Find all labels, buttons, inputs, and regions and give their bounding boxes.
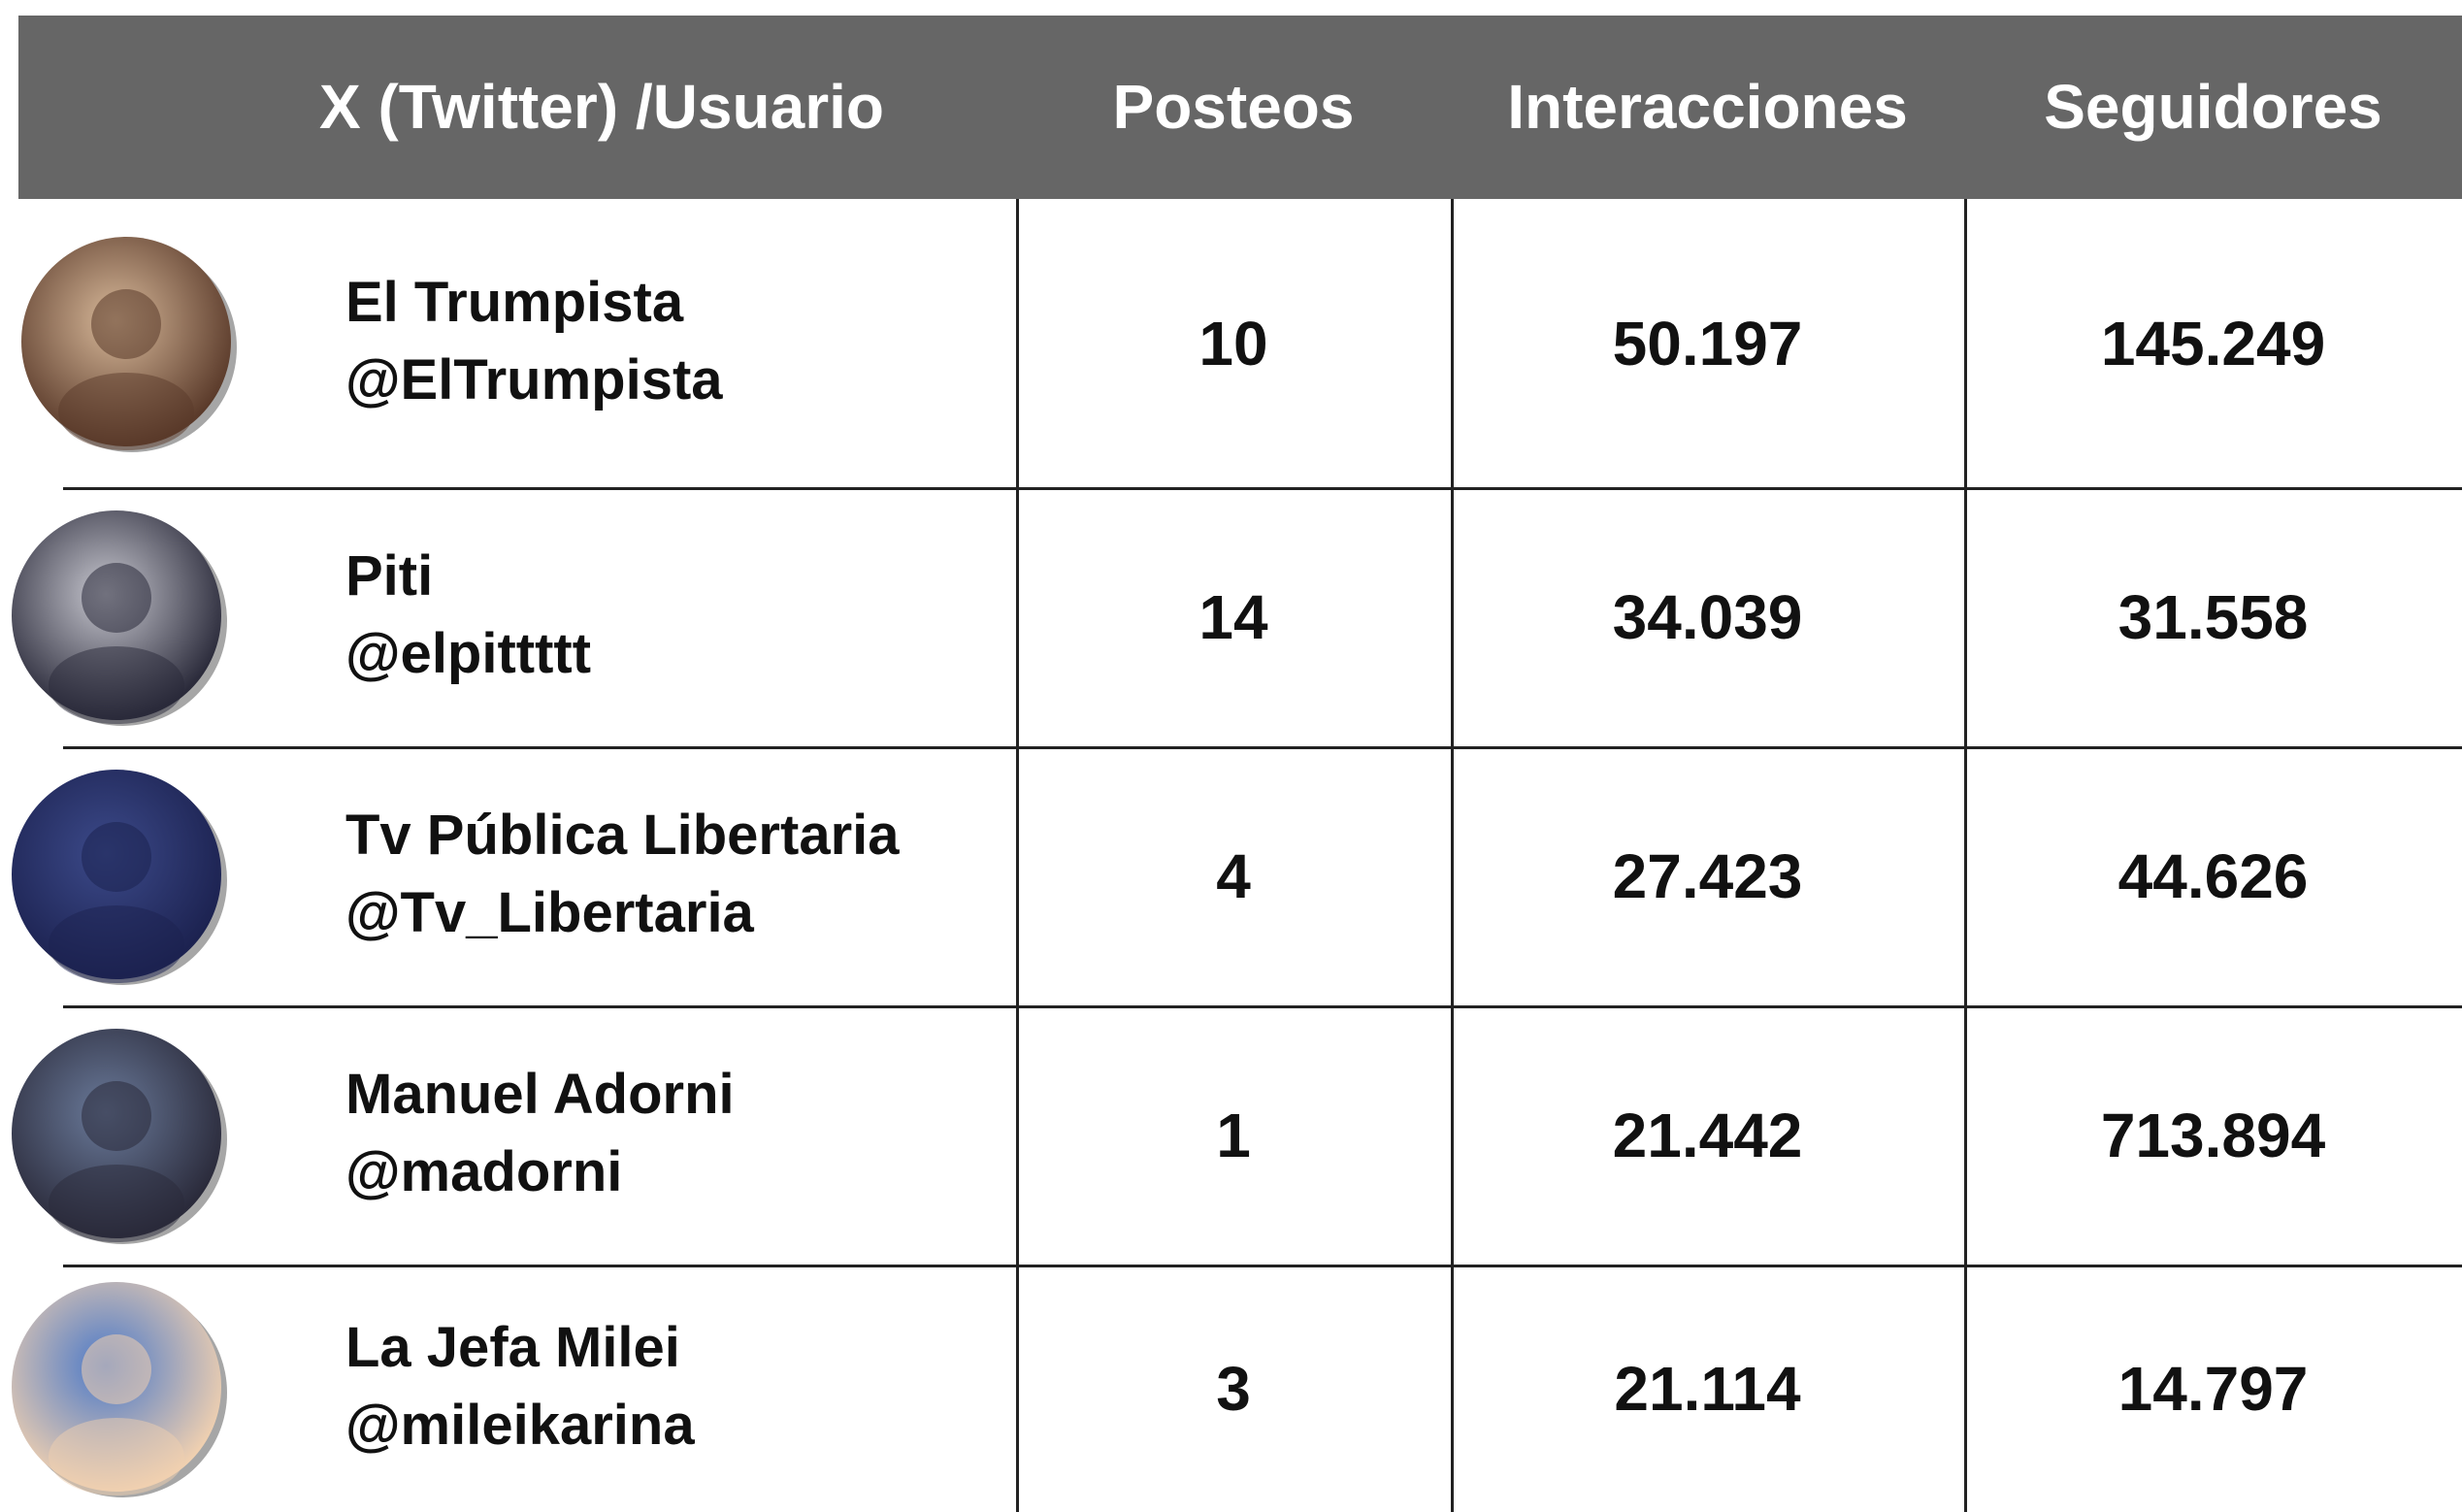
cell-posteos: 14 <box>1198 581 1268 652</box>
cell-seguidores: 145.249 <box>2100 308 2326 378</box>
column-header: Interacciones <box>1507 72 1908 142</box>
column-divider <box>1451 199 1454 1512</box>
cell-posteos: 3 <box>1216 1353 1251 1424</box>
column-header: Seguidores <box>2044 72 2382 142</box>
avatar <box>12 1028 227 1244</box>
column-divider <box>1964 199 1967 1512</box>
row-divider <box>63 1265 2462 1267</box>
user-name: El Trumpista <box>345 270 684 334</box>
avatar <box>12 1281 227 1497</box>
row-divider <box>63 746 2462 749</box>
user-handle: @madorni <box>345 1139 623 1203</box>
user-name: Manuel Adorni <box>345 1062 735 1126</box>
column-header: X (Twitter) /Usuario <box>319 72 884 142</box>
avatar <box>12 769 227 985</box>
user-handle: @Tv_Libertaria <box>345 880 754 944</box>
cell-interacciones: 27.423 <box>1612 840 1803 911</box>
cell-interacciones: 34.039 <box>1612 581 1803 652</box>
user-name: Piti <box>345 543 434 608</box>
row-divider <box>63 487 2462 490</box>
user-handle: @ElTrumpista <box>345 347 723 411</box>
cell-interacciones: 21.442 <box>1612 1100 1803 1170</box>
header-bar <box>18 16 2462 199</box>
cell-posteos: 10 <box>1198 308 1268 378</box>
cell-posteos: 1 <box>1216 1100 1251 1170</box>
cell-seguidores: 44.626 <box>2117 840 2309 911</box>
avatar <box>21 236 237 452</box>
cell-seguidores: 14.797 <box>2117 1353 2309 1424</box>
cell-interacciones: 50.197 <box>1612 308 1803 378</box>
row-divider <box>63 1005 2462 1008</box>
user-handle: @elpittttt <box>345 621 592 685</box>
cell-interacciones: 21.114 <box>1614 1353 1801 1424</box>
avatar <box>12 509 227 726</box>
cell-seguidores: 31.558 <box>2117 581 2309 652</box>
user-name: Tv Pública Libertaria <box>345 803 900 867</box>
user-handle: @mileikarina <box>345 1393 695 1457</box>
cell-seguidores: 713.894 <box>2100 1100 2326 1170</box>
cell-posteos: 4 <box>1216 840 1251 911</box>
column-header: Posteos <box>1112 72 1355 142</box>
user-name: La Jefa Milei <box>345 1315 680 1379</box>
column-divider <box>1016 199 1019 1512</box>
